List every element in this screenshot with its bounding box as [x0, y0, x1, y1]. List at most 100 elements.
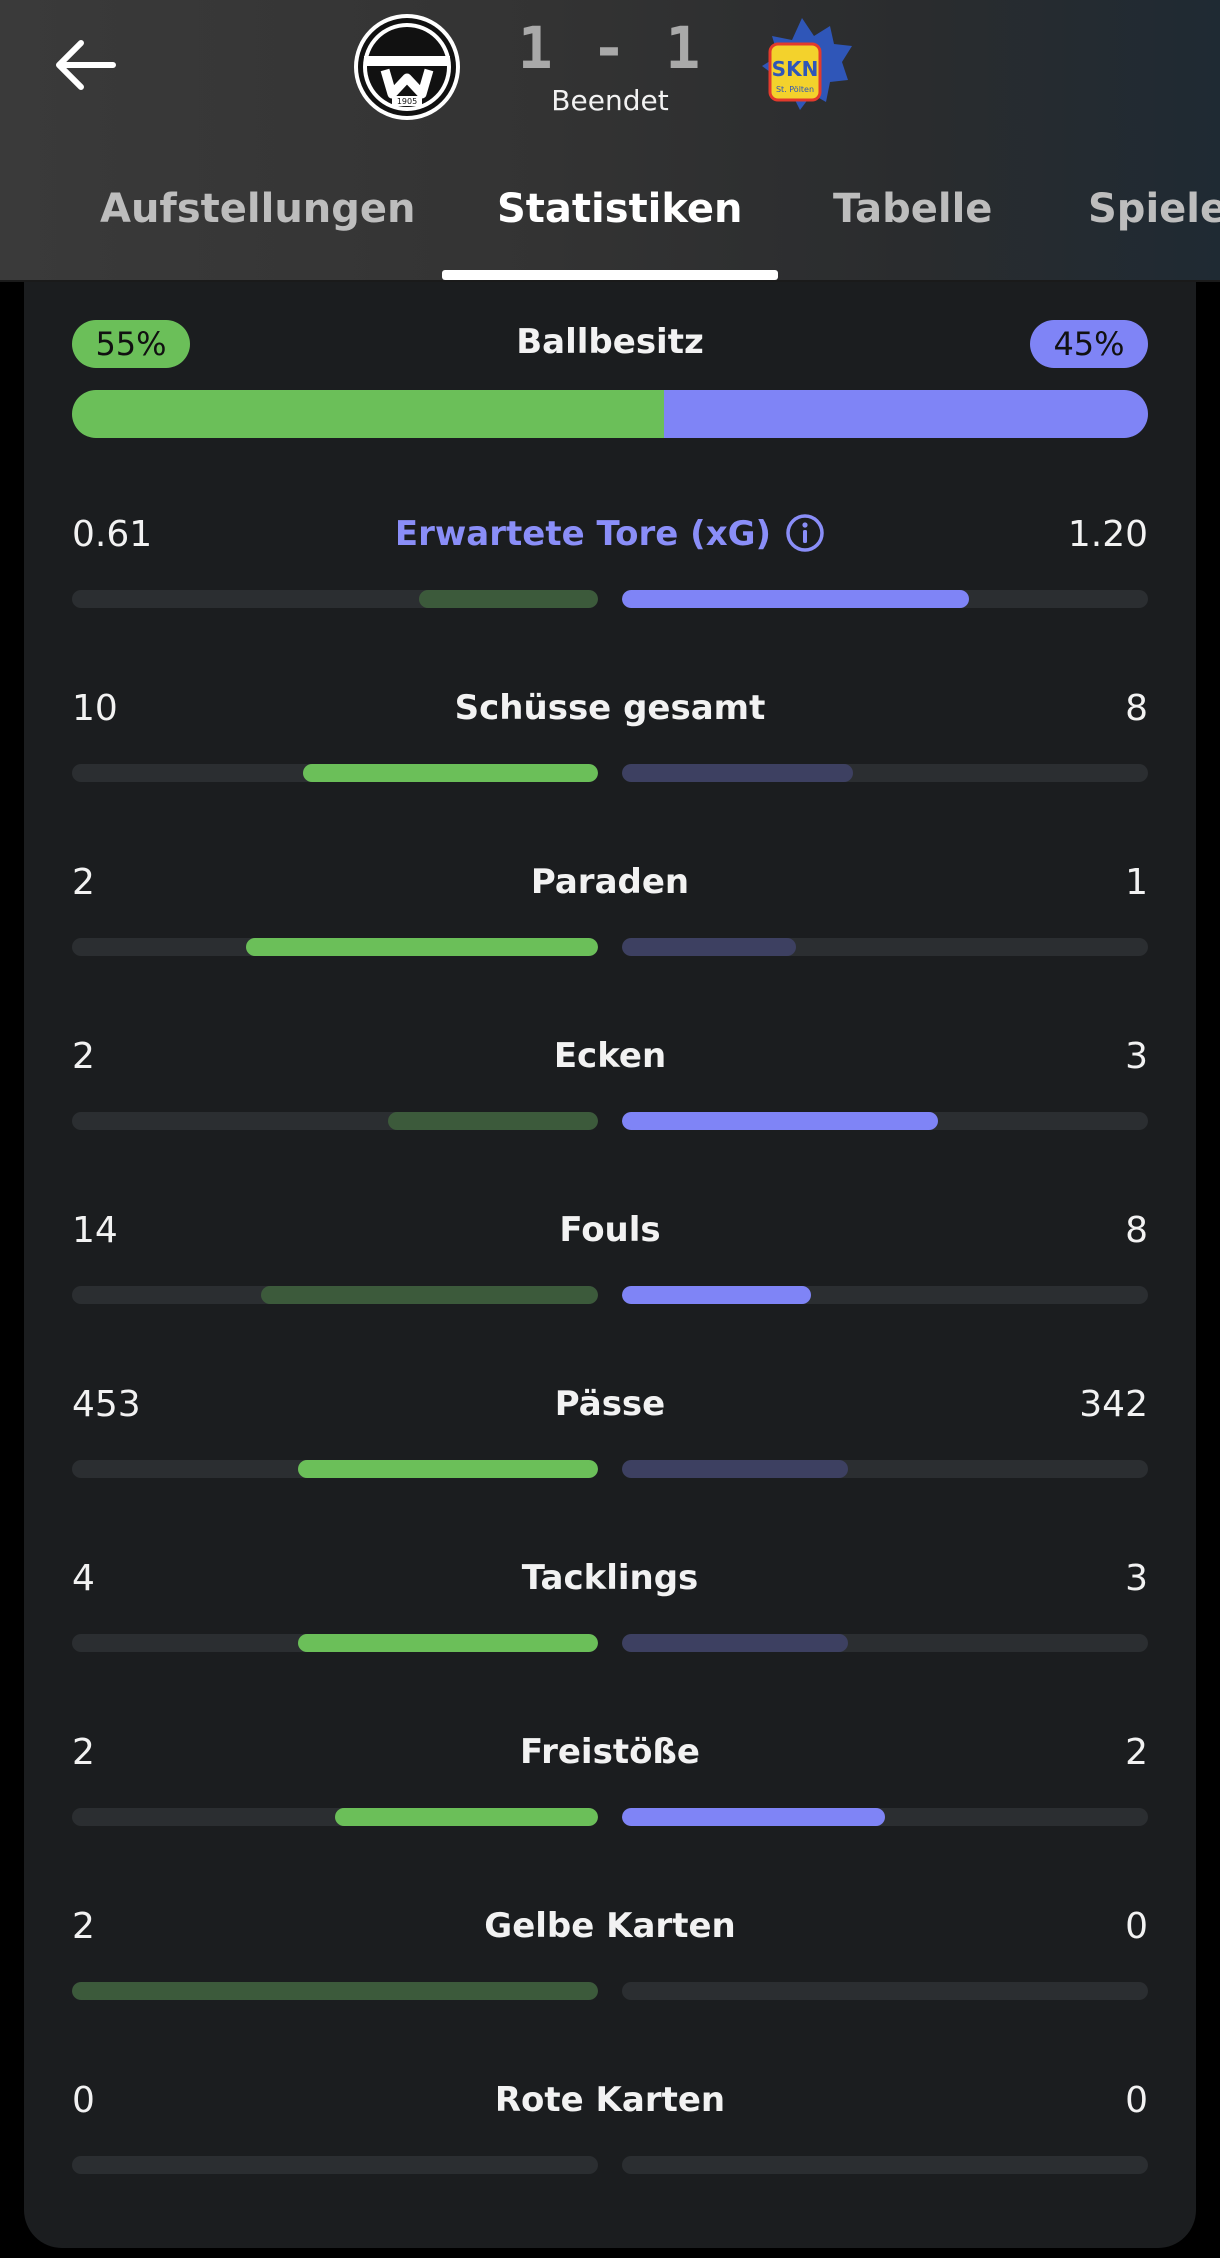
away-stat-fill	[622, 590, 970, 608]
stat-home-value: 2	[72, 1036, 95, 1077]
away-stat-bar	[622, 1634, 1148, 1652]
home-stat-bar	[72, 590, 598, 608]
stat-label[interactable]: Erwartete Tore (xG)	[310, 513, 910, 554]
stat-home-value: 2	[72, 1732, 95, 1773]
scr-altach-crest-icon: 1905	[354, 14, 460, 120]
stat-label-text: Rote Karten	[494, 2080, 726, 2120]
tab-statistiken[interactable]: Statistiken	[497, 186, 743, 232]
stat-label: Gelbe Karten	[310, 1906, 910, 1946]
stat-home-value: 14	[72, 1210, 118, 1251]
stat-label: Freistöße	[310, 1732, 910, 1772]
match-header: 1905 1 - 1 Beendet SKN St. Pölten Aufste…	[0, 0, 1220, 282]
away-team-logo[interactable]: SKN St. Pölten	[756, 14, 866, 124]
arrow-left-icon	[56, 40, 116, 90]
tab-bar: Aufstellungen Statistiken Tabelle Spiele	[0, 170, 1220, 280]
stat-home-value: 4	[72, 1558, 95, 1599]
svg-text:St. Pölten: St. Pölten	[776, 85, 814, 94]
stat-label-text: Paraden	[530, 862, 690, 902]
stat-home-value: 0	[72, 2080, 95, 2121]
stat-label-text: Freistöße	[520, 1732, 700, 1772]
stat-label: Paraden	[310, 862, 910, 902]
home-stat-fill	[419, 590, 598, 608]
home-stat-bar	[72, 1634, 598, 1652]
home-stat-fill	[387, 1112, 598, 1130]
stat-row-paraden: 2 Paraden 1	[72, 862, 1148, 982]
home-stat-bar	[72, 938, 598, 956]
stat-label-text: Gelbe Karten	[484, 1906, 736, 1946]
home-stat-fill	[72, 1982, 598, 2000]
svg-text:SKN: SKN	[772, 57, 819, 81]
stat-row-tacklings: 4 Tacklings 3	[72, 1558, 1148, 1678]
home-possession-badge: 55%	[72, 320, 190, 368]
stat-away-value: 8	[1125, 688, 1148, 729]
away-stat-fill	[622, 1460, 849, 1478]
match-status: Beendet	[551, 84, 669, 117]
stat-away-value: 3	[1125, 1036, 1148, 1077]
tab-tabelle[interactable]: Tabelle	[833, 186, 993, 232]
stat-label: Rote Karten	[310, 2080, 910, 2120]
back-button[interactable]	[44, 30, 124, 100]
home-stat-fill	[298, 1460, 598, 1478]
home-stat-bar	[72, 1808, 598, 1826]
stat-away-value: 2	[1125, 1732, 1148, 1773]
match-score: 1 - 1	[517, 14, 703, 82]
away-stat-bar	[622, 764, 1148, 782]
stat-row-ecken: 2 Ecken 3	[72, 1036, 1148, 1156]
away-stat-bar	[622, 1982, 1148, 2000]
away-stat-bar	[622, 1112, 1148, 1130]
skn-wolf-crest-icon: SKN St. Pölten	[762, 18, 852, 110]
stat-away-value: 0	[1125, 2080, 1148, 2121]
stat-label-text: Schüsse gesamt	[454, 688, 766, 728]
away-possession-badge: 45%	[1030, 320, 1148, 368]
away-stat-fill	[622, 1112, 938, 1130]
stat-away-value: 1	[1125, 862, 1148, 903]
home-stat-fill	[245, 938, 598, 956]
stat-home-value: 2	[72, 862, 95, 903]
stat-away-value: 0	[1125, 1906, 1148, 1947]
away-stat-bar	[622, 1460, 1148, 1478]
home-team-logo[interactable]: 1905	[352, 12, 462, 122]
tab-spiele[interactable]: Spiele	[1088, 186, 1220, 232]
stat-row-rote-karten: 0 Rote Karten 0	[72, 2080, 1148, 2200]
home-stat-bar	[72, 764, 598, 782]
stat-away-value: 1.20	[1067, 514, 1148, 555]
home-stat-bar	[72, 2156, 598, 2174]
stat-row-fouls: 14 Fouls 8	[72, 1210, 1148, 1330]
info-icon[interactable]	[785, 513, 825, 553]
away-possession-fill	[663, 390, 1148, 438]
stat-label-text: Erwartete Tore (xG)	[394, 514, 772, 554]
stat-row-p-sse: 453 Pässe 342	[72, 1384, 1148, 1504]
active-tab-indicator	[442, 270, 778, 280]
away-stat-fill	[622, 764, 854, 782]
svg-text:1905: 1905	[397, 97, 417, 106]
away-stat-bar	[622, 1286, 1148, 1304]
home-stat-fill	[261, 1286, 598, 1304]
home-stat-bar	[72, 1982, 598, 2000]
stat-label: Fouls	[310, 1210, 910, 1250]
stat-row-sch-sse-gesamt: 10 Schüsse gesamt 8	[72, 688, 1148, 808]
tab-aufstellungen[interactable]: Aufstellungen	[100, 186, 416, 232]
stat-label-text: Fouls	[559, 1210, 661, 1250]
home-stat-bar	[72, 1112, 598, 1130]
stat-row-erwartete-tore-xg: 0.61 Erwartete Tore (xG) 1.20	[72, 513, 1148, 634]
stat-label: Pässe	[310, 1384, 910, 1424]
possession-bar	[72, 390, 1148, 438]
stat-away-value: 342	[1079, 1384, 1148, 1425]
stat-row-gelbe-karten: 2 Gelbe Karten 0	[72, 1906, 1148, 2026]
home-stat-bar	[72, 1460, 598, 1478]
stat-away-value: 3	[1125, 1558, 1148, 1599]
stat-row-freist-e: 2 Freistöße 2	[72, 1732, 1148, 1852]
stat-label-text: Ecken	[553, 1036, 667, 1076]
stat-home-value: 453	[72, 1384, 141, 1425]
away-stat-bar	[622, 1808, 1148, 1826]
home-stat-fill	[303, 764, 598, 782]
stat-home-value: 10	[72, 688, 118, 729]
away-stat-bar	[622, 2156, 1148, 2174]
away-stat-fill	[622, 1634, 849, 1652]
stat-label-text: Pässe	[554, 1384, 666, 1424]
statistics-card: 55% Ballbesitz 45% 0.61 Erwartete Tore (x…	[24, 282, 1196, 2248]
stat-home-value: 2	[72, 1906, 95, 1947]
home-stat-bar	[72, 1286, 598, 1304]
stat-label: Tacklings	[310, 1558, 910, 1598]
away-stat-bar	[622, 590, 1148, 608]
